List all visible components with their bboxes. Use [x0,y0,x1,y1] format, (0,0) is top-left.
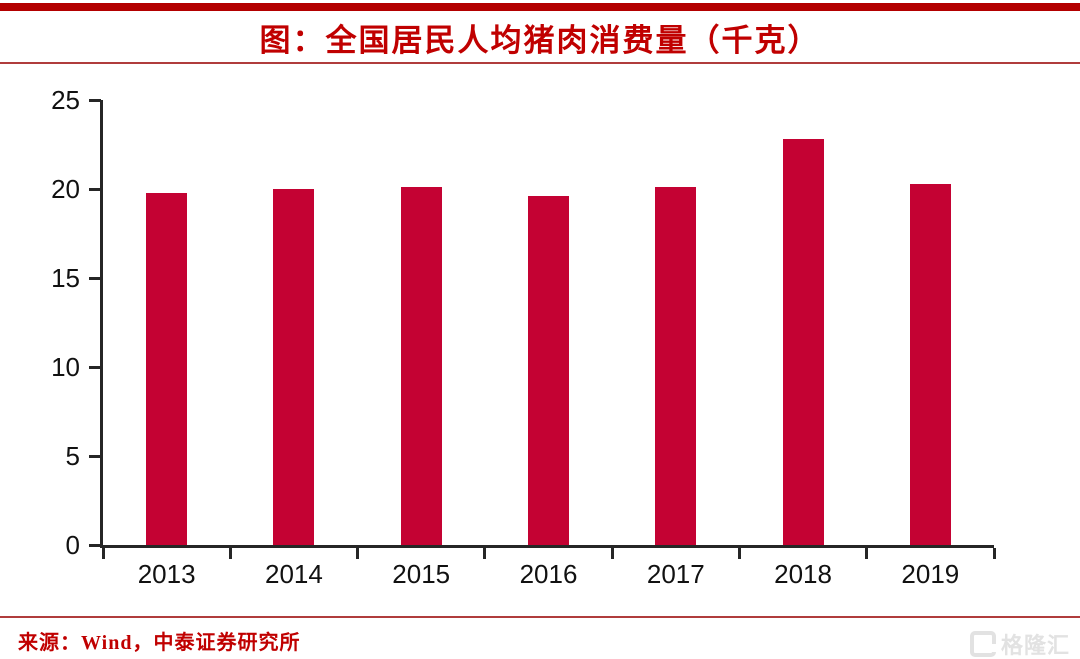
x-axis-label-2018: 2018 [774,559,832,589]
bar-2016 [528,196,569,545]
chart-title: 图：全国居民人均猪肉消费量（千克） [259,23,821,58]
x-axis-tick-1 [228,548,232,559]
x-axis-tick-7 [992,548,996,559]
bar-2013 [146,193,188,545]
x-axis-label-2015: 2015 [392,559,451,589]
y-axis-tick-5 [89,454,101,458]
x-axis-tick-2 [356,548,360,559]
footer-divider-line [0,616,1080,618]
bar-2014 [273,189,315,545]
y-axis-label-25: 25 [51,85,80,115]
y-axis-label-15: 15 [51,263,80,293]
gelonghui-watermark: 格隆汇 [969,628,1070,659]
x-axis-tick-0 [101,548,105,559]
y-axis-tick-25 [89,98,101,102]
y-axis-tick-20 [89,187,101,191]
x-axis-tick-4 [610,548,614,559]
bar-chart-plot-area [89,98,996,559]
x-axis-label-2016: 2016 [519,559,578,589]
bar-2018 [782,139,824,545]
x-axis-label-2014: 2014 [265,559,323,589]
bar-2019 [909,184,951,545]
x-axis-tick-3 [483,548,487,559]
x-axis-label-2013: 2013 [137,559,196,589]
gelonghui-logo-icon [969,631,996,657]
watermark-label: 格隆汇 [1000,633,1070,658]
x-axis-tick-5 [737,548,741,559]
y-axis-label-5: 5 [65,441,80,471]
x-axis-label-2019: 2019 [901,559,960,589]
y-axis-tick-15 [89,276,101,280]
bar-2017 [655,187,697,545]
y-axis-label-20: 20 [51,174,80,204]
y-axis-tick-0 [89,543,101,547]
bar-2015 [400,187,442,545]
x-axis-tick-6 [865,548,869,559]
y-axis-tick-10 [89,365,101,369]
y-axis-label-0: 0 [65,530,80,560]
source-note: 来源：Wind，中泰证券研究所 [18,632,301,654]
title-divider-line [0,62,1080,64]
x-axis-label-2017: 2017 [646,559,705,589]
top-accent-band [0,3,1080,11]
y-axis-label-10: 10 [51,352,80,382]
